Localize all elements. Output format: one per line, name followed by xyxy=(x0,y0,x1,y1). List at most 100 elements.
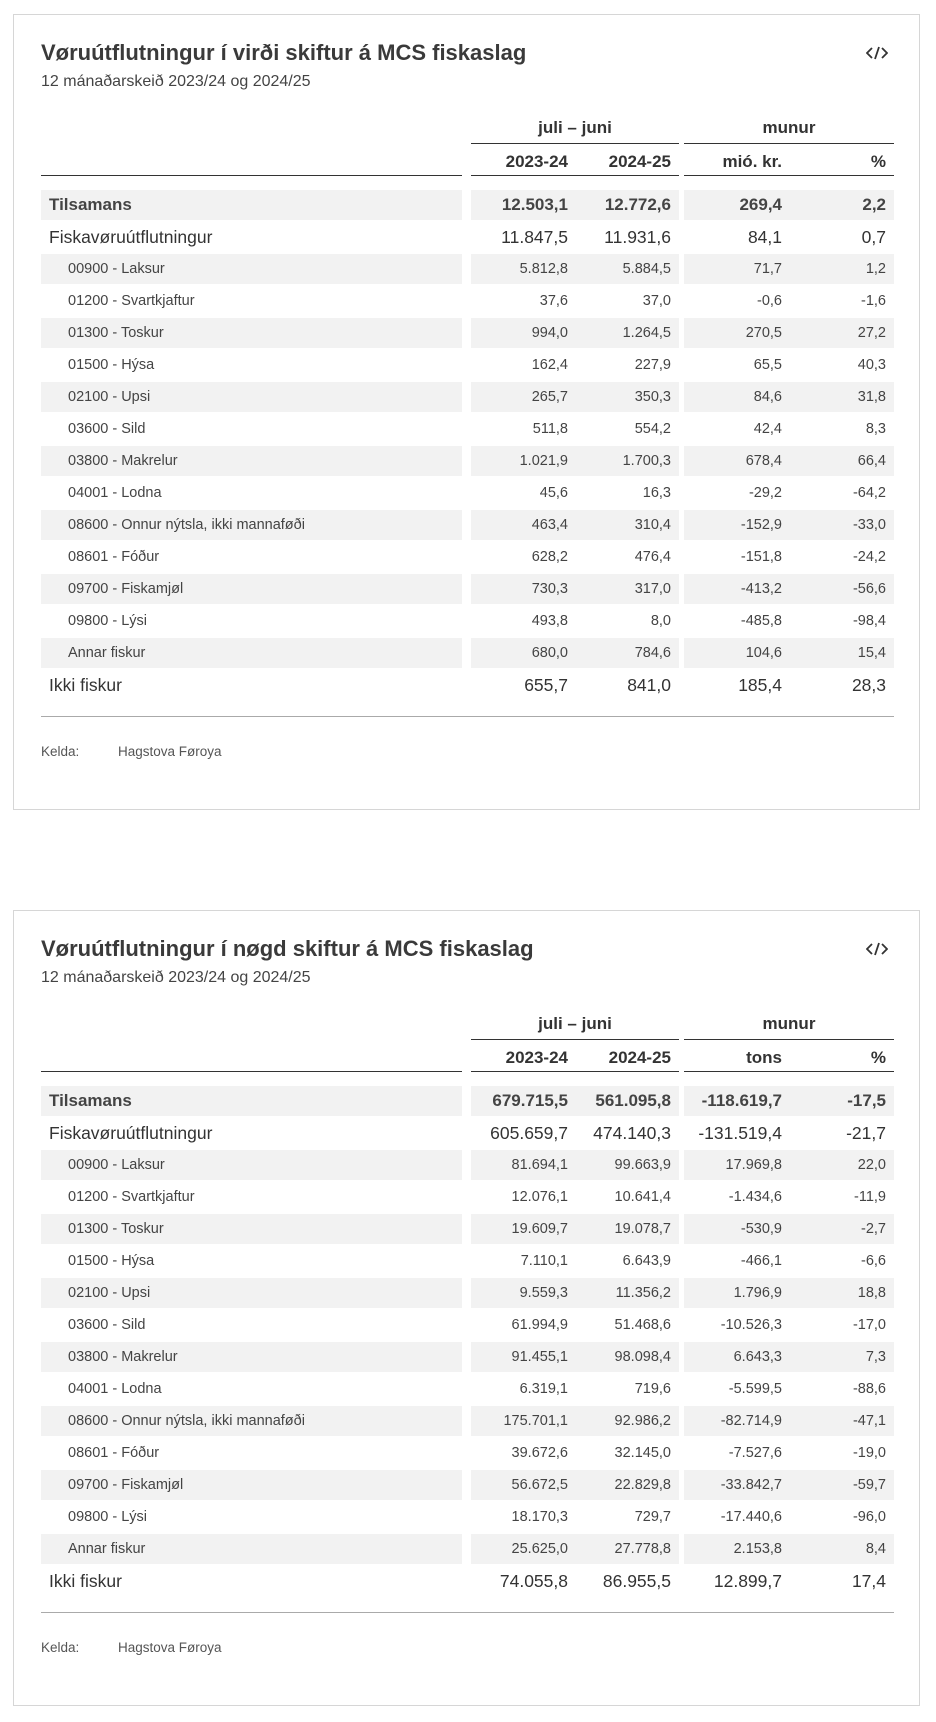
row-shade xyxy=(684,1214,894,1244)
table-row: 08601 - Fóður 628,2 476,4 -151,8 -24,2 xyxy=(14,542,921,572)
table-row: 00900 - Laksur 81.694,1 99.663,9 17.969,8 22… xyxy=(14,1150,921,1180)
cell-value: 1.796,9 xyxy=(733,1285,782,1301)
row-label: Tilsamans xyxy=(49,1091,132,1110)
cell-value: -24,2 xyxy=(852,549,886,565)
cell-value: -0,6 xyxy=(757,293,782,309)
cell-value: 1.264,5 xyxy=(622,325,671,341)
group-header: juli – juni xyxy=(538,1014,612,1033)
cell-value: -47,1 xyxy=(852,1413,886,1429)
cell-value: 10.641,4 xyxy=(614,1189,671,1205)
table-row: 02100 - Upsi 265,7 350,3 84,6 31,8 xyxy=(14,382,921,412)
row-shade xyxy=(684,318,894,348)
row-shade xyxy=(471,1214,679,1244)
row-label: 01200 - Svartkjaftur xyxy=(68,293,195,309)
row-shade xyxy=(684,510,894,540)
table-row: 01500 - Hýsa 162,4 227,9 65,5 40,3 xyxy=(14,350,921,380)
table-row: Fiskavøruútflutningur 11.847,5 11.931,6 84,… xyxy=(14,222,921,252)
row-shade xyxy=(684,382,894,412)
table-row: 01200 - Svartkjaftur 12.076,1 10.641,4 -1.4… xyxy=(14,1182,921,1212)
table-row: 03800 - Makrelur 1.021,9 1.700,3 678,4 66,4 xyxy=(14,446,921,476)
cell-value: 61.994,9 xyxy=(511,1317,568,1333)
embed-icon[interactable] xyxy=(866,45,888,61)
row-label: 00900 - Laksur xyxy=(68,261,165,277)
row-shade xyxy=(41,1470,462,1500)
cell-value: -1,6 xyxy=(861,293,886,309)
cell-value: -10.526,3 xyxy=(720,1317,782,1333)
cell-value: -2,7 xyxy=(861,1221,886,1237)
cell-value: 27.778,8 xyxy=(614,1541,671,1557)
embed-icon[interactable] xyxy=(866,941,888,957)
cell-value: 6.643,9 xyxy=(622,1253,671,1269)
cell-value: -88,6 xyxy=(852,1381,886,1397)
row-label: Fiskavøruútflutningur xyxy=(49,1123,213,1143)
row-shade xyxy=(471,1406,679,1436)
row-shade xyxy=(41,638,462,668)
cell-value: 5.884,5 xyxy=(622,261,671,277)
row-label: 09700 - Fiskamjøl xyxy=(68,581,184,597)
row-shade xyxy=(471,1470,679,1500)
cell-value: 27,2 xyxy=(857,325,886,341)
row-shade xyxy=(684,574,894,604)
cell-value: 678,4 xyxy=(745,453,782,469)
header-line xyxy=(41,1071,462,1072)
row-shade xyxy=(471,574,679,604)
cell-value: 270,5 xyxy=(745,325,782,341)
cell-value: 994,0 xyxy=(531,325,568,341)
cell-value: -466,1 xyxy=(740,1253,782,1269)
row-shade xyxy=(41,510,462,540)
column-header: % xyxy=(870,152,886,171)
cell-value: 98.098,4 xyxy=(614,1349,671,1365)
cell-value: 18.170,3 xyxy=(511,1509,568,1525)
cell-value: -56,6 xyxy=(852,581,886,597)
cell-value: 19.078,7 xyxy=(614,1221,671,1237)
row-shade xyxy=(41,254,462,284)
header-line xyxy=(41,175,462,176)
cell-value: 2,2 xyxy=(862,195,886,214)
footer-line xyxy=(41,716,894,717)
row-shade xyxy=(684,1086,894,1116)
table-row: 04001 - Lodna 6.319,1 719,6 -5.599,5 -88,6 xyxy=(14,1374,921,1404)
cell-value: 6.643,3 xyxy=(733,1349,782,1365)
row-shade xyxy=(471,318,679,348)
cell-value: 91.455,1 xyxy=(511,1349,568,1365)
row-shade xyxy=(471,510,679,540)
cell-value: 37,6 xyxy=(539,293,568,309)
cell-value: 269,4 xyxy=(739,195,782,214)
row-shade xyxy=(471,254,679,284)
header-line xyxy=(471,175,679,176)
table-row: 08600 - Onnur nýtsla, ikki mannaføði 175.… xyxy=(14,1406,921,1436)
row-shade xyxy=(41,190,462,220)
cell-value: 2.153,8 xyxy=(733,1541,782,1557)
row-shade xyxy=(471,446,679,476)
row-shade xyxy=(41,574,462,604)
column-header: 2024-25 xyxy=(608,1048,671,1067)
table-row: 09700 - Fiskamjøl 56.672,5 22.829,8 -33.842… xyxy=(14,1470,921,1500)
table-row: 03800 - Makrelur 91.455,1 98.098,4 6.643,3 7… xyxy=(14,1342,921,1372)
cell-value: -29,2 xyxy=(748,485,782,501)
cell-value: -7.527,6 xyxy=(728,1445,782,1461)
cell-value: 5.812,8 xyxy=(519,261,568,277)
row-label: Tilsamans xyxy=(49,195,132,214)
cell-value: 655,7 xyxy=(524,675,568,695)
cell-value: 7,3 xyxy=(865,1349,886,1365)
group-header: munur xyxy=(762,1014,816,1033)
row-shade xyxy=(41,1086,462,1116)
cell-value: 11.847,5 xyxy=(501,227,568,247)
row-shade xyxy=(471,1086,679,1116)
row-label: 01200 - Svartkjaftur xyxy=(68,1189,195,1205)
cell-value: 92.986,2 xyxy=(614,1413,671,1429)
table-row: Tilsamans 12.503,1 12.772,6 269,4 2,2 xyxy=(14,190,921,220)
row-shade xyxy=(41,1278,462,1308)
cell-value: 729,7 xyxy=(634,1509,671,1525)
column-header: 2024-25 xyxy=(608,152,671,171)
row-shade xyxy=(41,446,462,476)
cell-value: 71,7 xyxy=(753,261,782,277)
row-shade xyxy=(471,382,679,412)
row-label: 04001 - Lodna xyxy=(68,485,162,501)
cell-value: 42,4 xyxy=(753,421,782,437)
cell-value: 17.969,8 xyxy=(725,1157,782,1173)
cell-value: -17,5 xyxy=(847,1091,886,1110)
cell-value: 45,6 xyxy=(539,485,568,501)
row-label: Annar fiskur xyxy=(68,645,146,661)
table-row: 08600 - Onnur nýtsla, ikki mannaføði 463,… xyxy=(14,510,921,540)
